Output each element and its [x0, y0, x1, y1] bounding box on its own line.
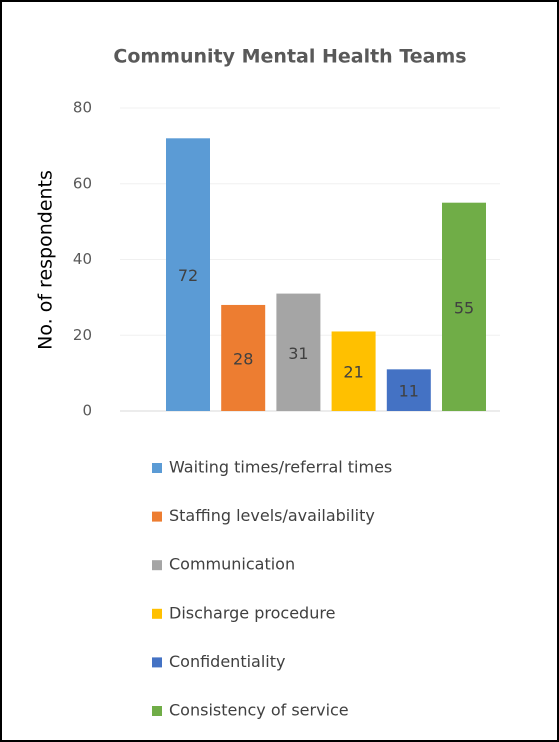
chart-title: Community Mental Health Teams	[113, 46, 466, 68]
bar	[221, 304, 266, 411]
legend-label: Staffing levels/availability	[169, 506, 375, 525]
bar	[331, 331, 376, 411]
y-tick-label: 60	[73, 174, 92, 192]
legend-swatch	[152, 706, 162, 716]
bar	[276, 293, 321, 411]
legend-label: Discharge procedure	[169, 603, 335, 622]
data-label: 31	[288, 344, 308, 363]
legend-swatch	[152, 463, 162, 473]
legend-label: Confidentiality	[169, 652, 285, 671]
y-axis-label: No. of respondents	[35, 170, 57, 350]
legend-label: Communication	[169, 555, 295, 574]
y-tick-label: 0	[82, 402, 92, 420]
data-label: 55	[454, 298, 474, 317]
y-tick-label: 80	[73, 99, 92, 117]
bar	[166, 138, 210, 412]
legend-label: Waiting times/referral times	[169, 458, 392, 477]
legend-swatch	[152, 560, 162, 571]
legend-label: Consistency of service	[169, 701, 349, 720]
legend-swatch	[152, 657, 162, 668]
legend-swatch	[152, 511, 162, 522]
y-tick-label: 40	[73, 250, 92, 268]
data-label: 28	[233, 349, 253, 368]
data-label: 21	[343, 363, 363, 382]
data-label: 11	[399, 382, 419, 401]
bar	[386, 369, 431, 411]
y-tick-label: 20	[73, 326, 92, 344]
legend-swatch	[152, 608, 162, 619]
data-label: 72	[178, 266, 198, 285]
bar	[442, 202, 486, 411]
